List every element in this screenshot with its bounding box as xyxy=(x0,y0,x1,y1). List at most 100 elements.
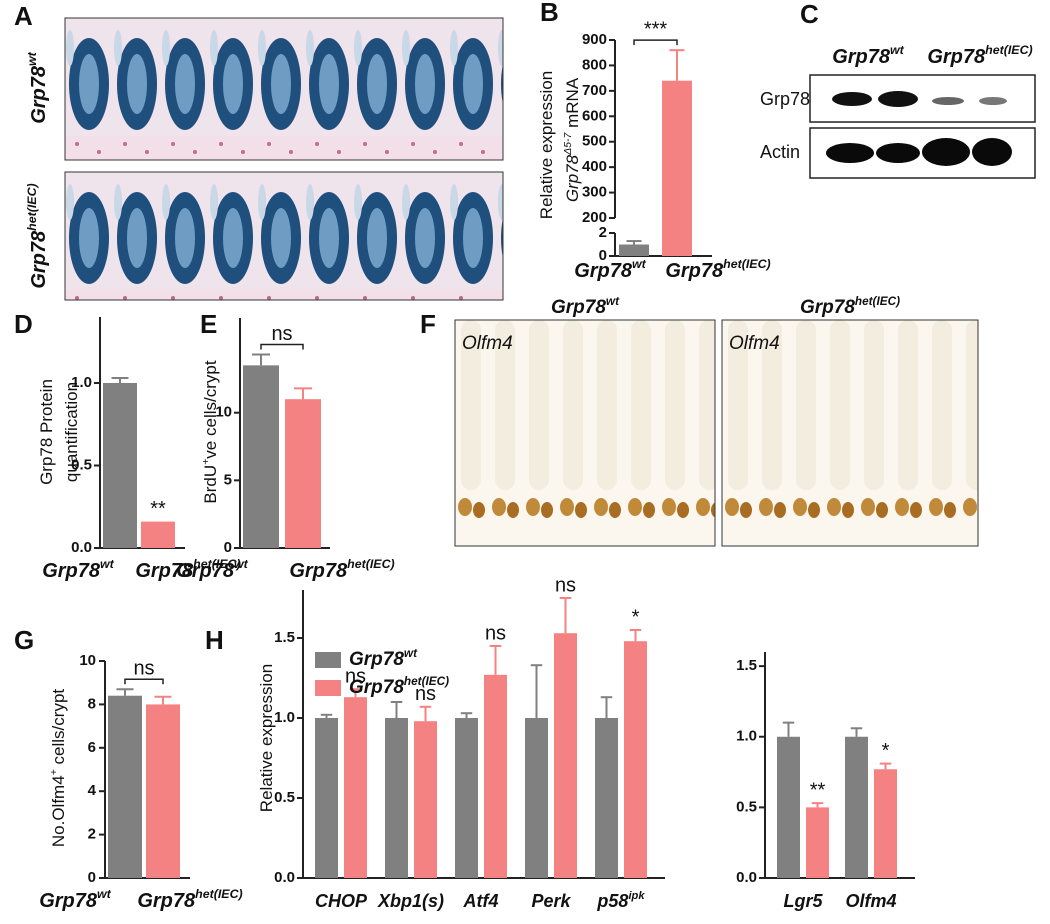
y-axis-label: BrdU+ve cells/crypt xyxy=(200,360,221,503)
superscript: wt xyxy=(25,51,39,66)
bar xyxy=(455,718,478,878)
significance-label: *** xyxy=(644,18,668,40)
superscript: het(IEC) xyxy=(347,557,395,571)
text-run: cells/crypt xyxy=(49,689,68,770)
significance-label: ns xyxy=(345,665,366,687)
y-axis-label: quantification xyxy=(62,382,81,482)
bar xyxy=(554,633,577,878)
row-label: Actin xyxy=(760,142,800,162)
y-tick-label: 4 xyxy=(88,782,97,799)
text-run: No.Olfm4 xyxy=(49,775,68,847)
y-tick-label: 0 xyxy=(88,869,96,886)
error-bar xyxy=(489,645,502,675)
superscript: wt xyxy=(100,557,115,571)
x-tick-label: Perk xyxy=(531,891,571,911)
superscript: wt xyxy=(404,647,418,660)
text-run: Xbp1(s) xyxy=(377,891,444,911)
y-tick-label: 900 xyxy=(582,31,607,48)
x-tick-label: Lgr5 xyxy=(783,891,823,911)
x-tick-label: Atf4 xyxy=(463,891,499,911)
bar xyxy=(243,365,279,548)
blot-band xyxy=(972,138,1012,166)
x-tick-label: Grp78wt xyxy=(176,557,248,582)
bar xyxy=(385,718,408,878)
superscript: wt xyxy=(632,257,647,271)
text-run: Grp78 Protein xyxy=(37,379,56,485)
western-blot xyxy=(809,74,1036,179)
y-tick-label: 300 xyxy=(582,184,607,201)
bar xyxy=(874,769,897,878)
superscript: wt xyxy=(97,887,112,901)
column-label: Grp78het(IEC) xyxy=(927,43,1032,68)
text-run: Grp78 xyxy=(574,260,633,282)
bar xyxy=(624,641,647,878)
y-tick-label: 600 xyxy=(582,107,607,124)
error-bar xyxy=(320,713,333,718)
superscript: wt xyxy=(890,43,905,57)
y-tick-label: 8 xyxy=(88,695,96,712)
error-bar xyxy=(626,240,642,245)
stain-label: Olfm4 xyxy=(462,333,513,354)
y-tick-label: 0.0 xyxy=(71,539,92,556)
legend-label: Grp78het(IEC) xyxy=(349,675,449,698)
x-tick-label: Grp78het(IEC) xyxy=(665,257,770,282)
y-tick-label: 1.5 xyxy=(274,629,295,646)
text-run: Atf4 xyxy=(463,891,499,911)
ihc-image xyxy=(454,319,716,547)
histology-image xyxy=(64,17,504,161)
text-run: Grp78 xyxy=(551,297,606,318)
error-bar xyxy=(530,664,543,718)
error-bar xyxy=(879,762,892,770)
panel-letter: B xyxy=(540,0,559,27)
y-axis-label: Grp78Δ5-7 mRNA xyxy=(562,77,583,202)
text-run: CHOP xyxy=(315,891,368,911)
error-bar xyxy=(252,353,270,366)
x-tick-label: Grp78wt xyxy=(39,887,111,912)
significance-label: ns xyxy=(555,574,576,596)
significance-label: ns xyxy=(415,683,436,705)
blot-band xyxy=(922,138,970,166)
x-tick-label: Grp78wt xyxy=(42,557,114,582)
histology-images xyxy=(64,17,504,301)
text-run: Lgr5 xyxy=(783,891,823,911)
bar xyxy=(595,718,618,878)
blot-band xyxy=(832,92,872,106)
y-tick-label: 0.0 xyxy=(274,869,295,886)
error-bar xyxy=(811,802,824,808)
row-label: Grp78 xyxy=(760,89,810,109)
bar xyxy=(777,736,800,878)
significance-bracket xyxy=(260,343,304,350)
image-title: Grp78het(IEC) xyxy=(800,295,900,318)
panel-letter: D xyxy=(14,309,33,339)
text-run: Grp78 xyxy=(289,560,348,582)
blot-band xyxy=(979,97,1007,105)
y-tick-label: 400 xyxy=(582,158,607,175)
superscript: Δ5-7 xyxy=(562,131,574,155)
significance-label: ns xyxy=(271,323,292,345)
bar xyxy=(108,695,142,878)
significance-label: ns xyxy=(133,657,154,679)
significance-bracket xyxy=(124,678,164,685)
y-tick-label: 1.5 xyxy=(736,657,757,674)
y-tick-label: 10 xyxy=(215,404,232,421)
y-axis-label: No.Olfm4+ cells/crypt xyxy=(48,689,69,848)
image-title: Grp78wt xyxy=(551,295,620,318)
text-run: Grp78 xyxy=(28,65,50,124)
x-tick-label: Grp78het(IEC) xyxy=(135,557,240,582)
superscript: + xyxy=(48,769,60,775)
y-tick-label: 6 xyxy=(88,739,96,756)
y-tick-label: 2 xyxy=(88,826,96,843)
significance-label: * xyxy=(632,606,640,628)
error-bar xyxy=(850,727,863,737)
text-run: Grp78 xyxy=(28,230,50,289)
text-run: Grp78 xyxy=(832,46,891,68)
superscript: het(IEC) xyxy=(985,43,1033,57)
x-tick-label: Xbp1(s) xyxy=(377,891,444,911)
y-tick-label: 200 xyxy=(582,209,607,226)
superscript: het(IEC) xyxy=(723,257,771,271)
bar xyxy=(525,718,548,878)
y-axis-label: Relative expression xyxy=(257,664,276,812)
error-bar xyxy=(460,712,473,718)
bar xyxy=(315,718,338,878)
stain-label: Olfm4 xyxy=(729,333,780,354)
